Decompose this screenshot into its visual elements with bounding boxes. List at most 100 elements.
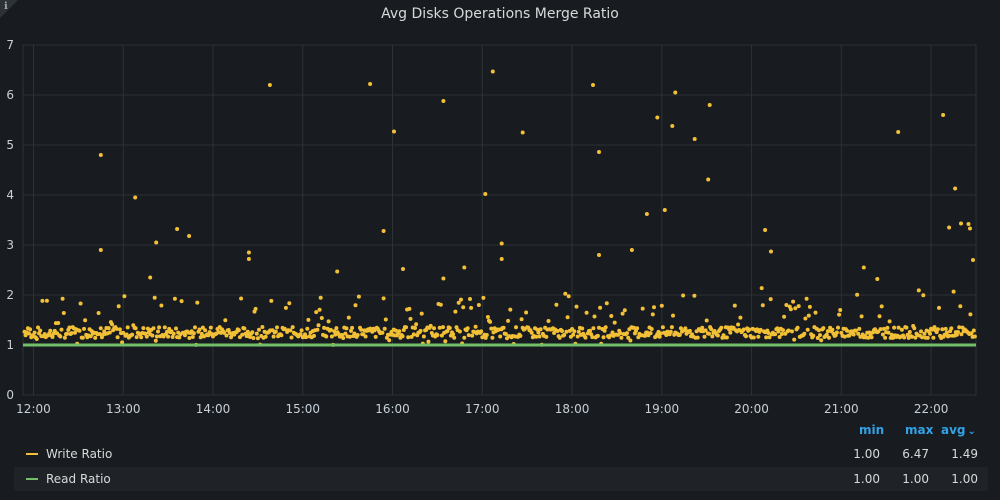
legend-header-min[interactable]: min xyxy=(859,423,885,437)
write-ratio-point xyxy=(845,328,849,333)
write-ratio-outlier-point xyxy=(968,226,972,231)
write-ratio-point xyxy=(834,330,839,335)
write-ratio-point xyxy=(298,332,303,337)
write-ratio-outlier-point xyxy=(966,222,971,226)
write-ratio-point xyxy=(253,306,258,311)
write-ratio-point xyxy=(880,332,885,337)
write-ratio-point xyxy=(877,314,882,319)
write-ratio-point xyxy=(732,303,737,308)
write-ratio-point xyxy=(304,335,309,340)
write-ratio-point xyxy=(224,333,229,338)
write-ratio-point xyxy=(781,328,785,333)
write-ratio-outlier-point xyxy=(335,269,340,274)
write-ratio-point xyxy=(681,293,686,298)
write-ratio-point xyxy=(806,313,811,318)
write-ratio-point xyxy=(825,329,830,334)
write-ratio-point xyxy=(650,312,655,317)
legend-row-read[interactable]: Read Ratio 1.00 1.00 1.00 xyxy=(14,467,988,491)
write-ratio-point xyxy=(426,339,431,344)
info-icon[interactable]: ℹ xyxy=(4,1,8,12)
write-ratio-point xyxy=(968,312,973,317)
write-ratio-point xyxy=(635,326,640,331)
write-ratio-point xyxy=(466,333,471,338)
write-ratio-point xyxy=(419,311,424,316)
write-ratio-point xyxy=(329,334,334,339)
chevron-down-icon: ⌄ xyxy=(967,426,976,437)
write-ratio-point xyxy=(193,325,197,330)
x-axis: 12:00 13:00 14:00 15:00 16:00 17:00 18:00 19:00… xyxy=(16,402,948,416)
write-ratio-point xyxy=(397,329,402,334)
write-ratio-outlier-point xyxy=(483,192,488,196)
legend-min-value: 1.00 xyxy=(853,472,880,486)
write-ratio-point xyxy=(592,314,597,319)
write-ratio-point xyxy=(96,311,101,315)
write-ratio-point xyxy=(905,332,910,337)
write-ratio-point xyxy=(760,303,765,308)
panel-title[interactable]: Avg Disks Operations Merge Ratio xyxy=(381,6,619,22)
write-ratio-point xyxy=(317,307,322,312)
write-ratio-point xyxy=(27,331,31,336)
write-ratio-point xyxy=(387,338,392,343)
write-ratio-outlier-point xyxy=(670,124,675,128)
legend-header-max[interactable]: max xyxy=(905,423,934,437)
legend-max-value: 1.00 xyxy=(902,472,929,486)
write-ratio-outlier-point xyxy=(591,83,595,87)
write-ratio-point xyxy=(166,334,171,339)
write-ratio-point xyxy=(479,329,484,334)
write-ratio-point xyxy=(902,335,907,340)
write-ratio-point xyxy=(65,331,70,336)
write-ratio-point xyxy=(157,325,162,330)
write-ratio-point xyxy=(839,330,844,335)
x-tick-label: 14:00 xyxy=(196,402,231,416)
write-ratio-point xyxy=(242,326,247,331)
write-ratio-point xyxy=(315,327,320,332)
write-ratio-point xyxy=(565,315,570,320)
legend-row-write[interactable]: Write Ratio 1.00 6.47 1.49 xyxy=(14,442,988,466)
write-ratio-point xyxy=(153,338,158,343)
y-tick-label: 0 xyxy=(6,388,14,402)
legend-header-avg[interactable]: avg ⌄ xyxy=(941,423,976,437)
write-ratio-point xyxy=(356,294,361,299)
write-ratio-point xyxy=(346,315,351,320)
write-ratio-point xyxy=(758,327,763,332)
write-ratio-point xyxy=(537,334,542,339)
write-ratio-point xyxy=(40,298,45,303)
write-ratio-point xyxy=(183,333,187,338)
write-ratio-point xyxy=(488,319,493,324)
write-ratio-point xyxy=(324,334,329,339)
write-ratio-point xyxy=(830,327,835,332)
write-ratio-point xyxy=(640,306,645,311)
write-ratio-outlier-point xyxy=(175,227,180,231)
write-ratio-point xyxy=(78,301,83,306)
write-ratio-point xyxy=(179,299,184,304)
write-ratio-point xyxy=(913,335,918,340)
write-ratio-point xyxy=(658,331,663,336)
write-ratio-point xyxy=(481,295,486,300)
write-ratio-outlier-point xyxy=(706,177,711,182)
write-ratio-point xyxy=(411,332,416,337)
write-ratio-point xyxy=(571,332,576,337)
write-ratio-point xyxy=(343,331,348,336)
write-ratio-point xyxy=(36,325,40,330)
write-ratio-point xyxy=(652,305,656,310)
write-ratio-point xyxy=(572,329,577,334)
write-ratio-point xyxy=(69,331,74,336)
write-ratio-point xyxy=(618,331,623,336)
write-ratio-point xyxy=(263,334,268,339)
write-ratio-outlier-point xyxy=(896,130,901,134)
write-ratio-point xyxy=(910,334,914,339)
write-ratio-point xyxy=(144,334,149,339)
grid-lines xyxy=(22,44,977,396)
write-ratio-outlier-point xyxy=(499,241,504,246)
write-ratio-point xyxy=(305,326,310,331)
write-ratio-point xyxy=(759,286,764,291)
write-ratio-point xyxy=(58,334,63,339)
write-ratio-point xyxy=(106,326,111,331)
write-ratio-point xyxy=(122,294,127,299)
x-tick-label: 15:00 xyxy=(285,402,320,416)
write-ratio-point xyxy=(773,332,778,337)
write-ratio-point xyxy=(38,328,43,333)
write-ratio-point xyxy=(707,331,711,336)
write-ratio-point xyxy=(583,335,588,340)
